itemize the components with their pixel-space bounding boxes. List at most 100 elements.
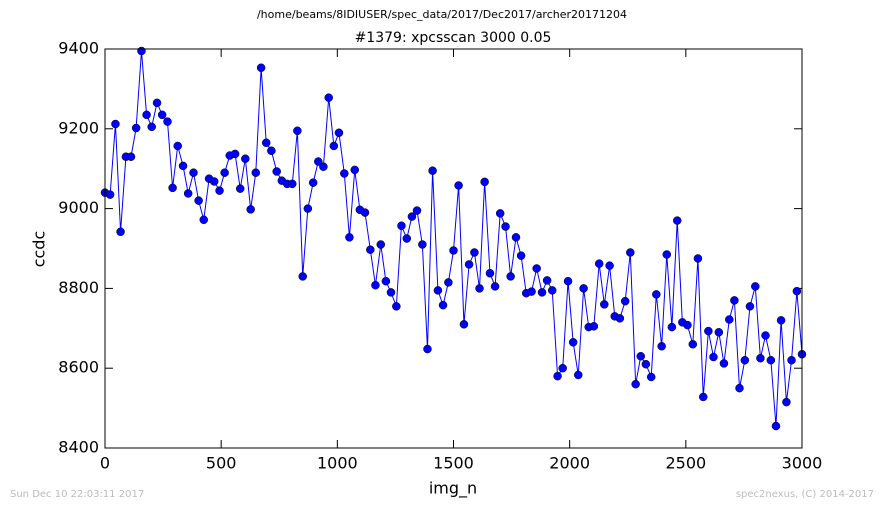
x-tick-label: 2500: [665, 454, 706, 473]
x-tick-label: 3000: [782, 454, 823, 473]
data-point: [771, 421, 781, 431]
data-point: [392, 302, 401, 311]
data-point: [475, 284, 484, 293]
data-point: [547, 286, 557, 295]
y-tick-label: 9400: [58, 39, 99, 58]
data-point: [402, 234, 412, 243]
data-point: [272, 167, 281, 176]
data-point: [288, 179, 297, 189]
data-point: [230, 149, 240, 159]
data-point: [537, 288, 547, 297]
data-point: [485, 268, 495, 278]
data-point: [527, 287, 536, 296]
data-point: [340, 169, 349, 178]
data-point: [267, 146, 276, 155]
data-point: [792, 286, 802, 296]
data-point: [423, 344, 432, 354]
y-tick-label: 8600: [58, 358, 99, 377]
data-point: [371, 280, 380, 290]
data-point: [215, 186, 224, 195]
data-point: [350, 165, 360, 175]
x-tick-label: 0: [100, 454, 110, 473]
data-point: [761, 331, 770, 340]
data-point: [319, 162, 328, 171]
data-point: [657, 342, 666, 351]
data-point: [605, 261, 614, 270]
y-tick-label: 9000: [58, 198, 99, 217]
data-point: [152, 98, 162, 108]
data-point: [626, 248, 635, 257]
data-point: [459, 320, 469, 329]
data-point: [719, 359, 729, 368]
data-point: [386, 288, 396, 297]
data-point: [714, 328, 724, 337]
data-point: [683, 320, 692, 330]
data-point: [542, 276, 552, 285]
data-point: [787, 355, 796, 365]
data-point: [652, 290, 661, 299]
data-point: [480, 177, 489, 187]
y-tick-label: 9200: [58, 118, 99, 137]
data-point: [636, 351, 646, 361]
data-point: [464, 260, 474, 269]
data-point: [194, 196, 203, 205]
data-point: [672, 216, 682, 225]
data-point: [116, 227, 125, 236]
x-axis-label: img_n: [429, 479, 477, 499]
data-point: [667, 322, 677, 332]
data-point: [594, 259, 604, 268]
data-point: [418, 240, 427, 249]
data-point: [600, 300, 609, 309]
data-point: [199, 215, 208, 225]
data-point: [620, 296, 630, 306]
data-point: [298, 272, 307, 281]
data-point: [246, 205, 255, 214]
footer-right: spec2nexus, (C) 2014-2017: [736, 489, 874, 500]
data-point: [168, 183, 177, 193]
data-point: [241, 154, 250, 163]
data-point: [111, 119, 120, 129]
chart-title: #1379: xpcsscan 3000 0.05: [355, 30, 552, 46]
suptitle: /home/beams/8IDIUSER/spec_data/2017/Dec2…: [257, 8, 627, 21]
data-point: [516, 251, 526, 260]
data-point: [558, 363, 567, 373]
data-point: [142, 110, 151, 120]
data-point: [454, 181, 463, 190]
y-tick-label: 8800: [58, 278, 99, 297]
data-point: [693, 254, 703, 263]
x-tick-label: 1000: [317, 454, 358, 473]
data-point: [579, 284, 588, 293]
data-point: [766, 355, 776, 365]
data-point: [490, 282, 500, 291]
data-point: [334, 128, 344, 138]
x-tick-label: 1500: [433, 454, 474, 473]
data-point: [495, 209, 505, 218]
data-point: [745, 302, 755, 311]
data-point: [631, 379, 640, 389]
data-point: [532, 264, 541, 273]
data-point: [428, 166, 437, 175]
data-point: [256, 63, 266, 73]
data-point: [235, 184, 245, 193]
data-point: [574, 370, 583, 380]
data-point: [438, 300, 448, 310]
data-point: [324, 93, 333, 102]
data-point: [163, 117, 172, 126]
x-tick-label: 2000: [549, 454, 590, 473]
data-point: [412, 206, 422, 215]
data-point: [704, 326, 713, 336]
data-point: [662, 250, 672, 259]
data-point: [506, 272, 515, 281]
data-point: [740, 355, 750, 365]
data-point: [688, 340, 698, 349]
data-point: [782, 397, 791, 407]
data-point: [449, 246, 458, 255]
data-point: [699, 392, 708, 402]
data-point: [709, 352, 718, 362]
data-point: [360, 208, 370, 217]
data-point: [407, 212, 417, 221]
data-point: [189, 168, 198, 177]
data-point: [646, 372, 656, 382]
data-point: [376, 240, 386, 249]
